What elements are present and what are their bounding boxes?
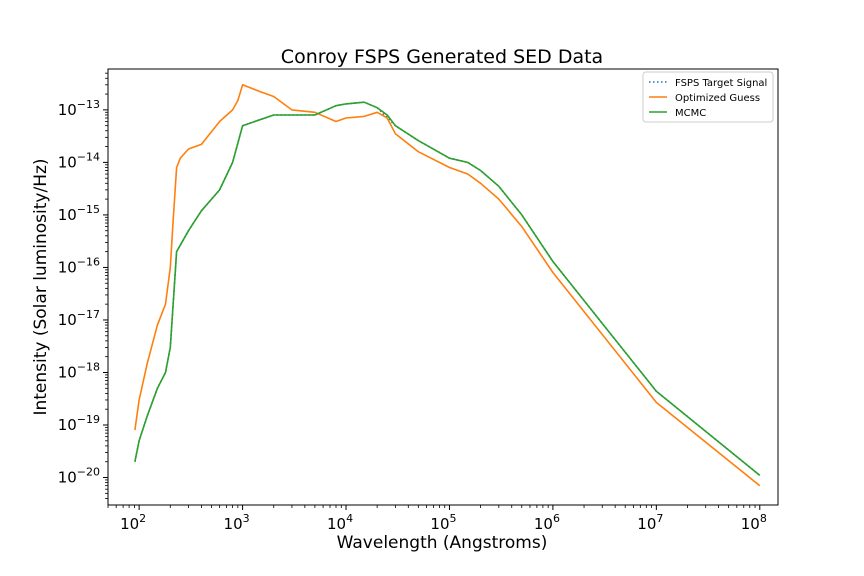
y-tick-exponent: −17 (77, 308, 100, 321)
x-tick-exponent: 2 (139, 512, 146, 525)
y-tick-mantissa: 10 (58, 469, 77, 487)
series-line-2 (134, 84, 761, 487)
legend-label-2: Optimized Guess (675, 93, 760, 104)
series-line-3 (134, 101, 761, 477)
legend: FSPS Target Signal Optimized Guess MCMC (642, 71, 774, 123)
y-tick-mantissa: 10 (58, 101, 77, 119)
y-tick-exponent: −15 (77, 203, 100, 216)
y-tick-label: 10−18 (58, 360, 100, 381)
y-tick-exponent: −19 (77, 413, 100, 426)
x-tick-label: 104 (327, 512, 353, 533)
legend-label-3: MCMC (675, 108, 706, 119)
x-tick-label: 107 (637, 512, 663, 533)
x-tick-mantissa: 10 (430, 515, 449, 533)
y-tick-mantissa: 10 (58, 311, 77, 329)
x-tick-mantissa: 10 (224, 515, 243, 533)
x-tick-label: 108 (741, 512, 767, 533)
y-tick-mantissa: 10 (58, 258, 77, 276)
y-tick-exponent: −13 (77, 98, 100, 111)
y-tick-label: 10−19 (58, 413, 100, 434)
chart-title: Conroy FSPS Generated SED Data (281, 46, 603, 68)
y-tick-exponent: −18 (77, 360, 100, 373)
x-tick-exponent: 6 (553, 512, 560, 525)
y-tick-mantissa: 10 (58, 153, 77, 171)
x-tick-exponent: 4 (346, 512, 353, 525)
y-tick-label: 10−17 (58, 308, 100, 329)
y-tick-exponent: −20 (77, 466, 100, 479)
series-layer (134, 84, 761, 487)
y-tick-label: 10−20 (58, 466, 100, 487)
legend-box (642, 71, 774, 123)
x-tick-exponent: 8 (760, 512, 767, 525)
x-tick-mantissa: 10 (637, 515, 656, 533)
x-tick-mantissa: 10 (327, 515, 346, 533)
y-tick-label: 10−15 (58, 203, 100, 224)
x-tick-exponent: 5 (450, 512, 457, 525)
y-axis-label: Intensity (Solar luminosity/Hz) (31, 158, 51, 415)
x-tick-label: 103 (224, 512, 250, 533)
y-tick-label: 10−13 (58, 98, 100, 119)
y-tick-label: 10−16 (58, 255, 100, 276)
x-tick-mantissa: 10 (534, 515, 553, 533)
y-tick-mantissa: 10 (58, 363, 77, 381)
x-tick-exponent: 3 (243, 512, 250, 525)
x-tick-mantissa: 10 (120, 515, 139, 533)
x-tick-exponent: 7 (656, 512, 663, 525)
y-tick-exponent: −14 (77, 150, 100, 163)
x-axis: 102 103 104 105 106 107 108 (107, 505, 767, 533)
y-tick-exponent: −16 (77, 255, 100, 268)
y-tick-mantissa: 10 (58, 416, 77, 434)
plot-area (107, 68, 779, 506)
legend-label-1: FSPS Target Signal (675, 78, 767, 89)
x-tick-mantissa: 10 (741, 515, 760, 533)
x-tick-label: 102 (120, 512, 146, 533)
y-tick-mantissa: 10 (58, 206, 77, 224)
x-axis-label: Wavelength (Angstroms) (337, 533, 548, 553)
x-tick-label: 105 (430, 512, 456, 533)
x-tick-label: 106 (534, 512, 560, 533)
y-tick-label: 10−14 (58, 150, 100, 171)
